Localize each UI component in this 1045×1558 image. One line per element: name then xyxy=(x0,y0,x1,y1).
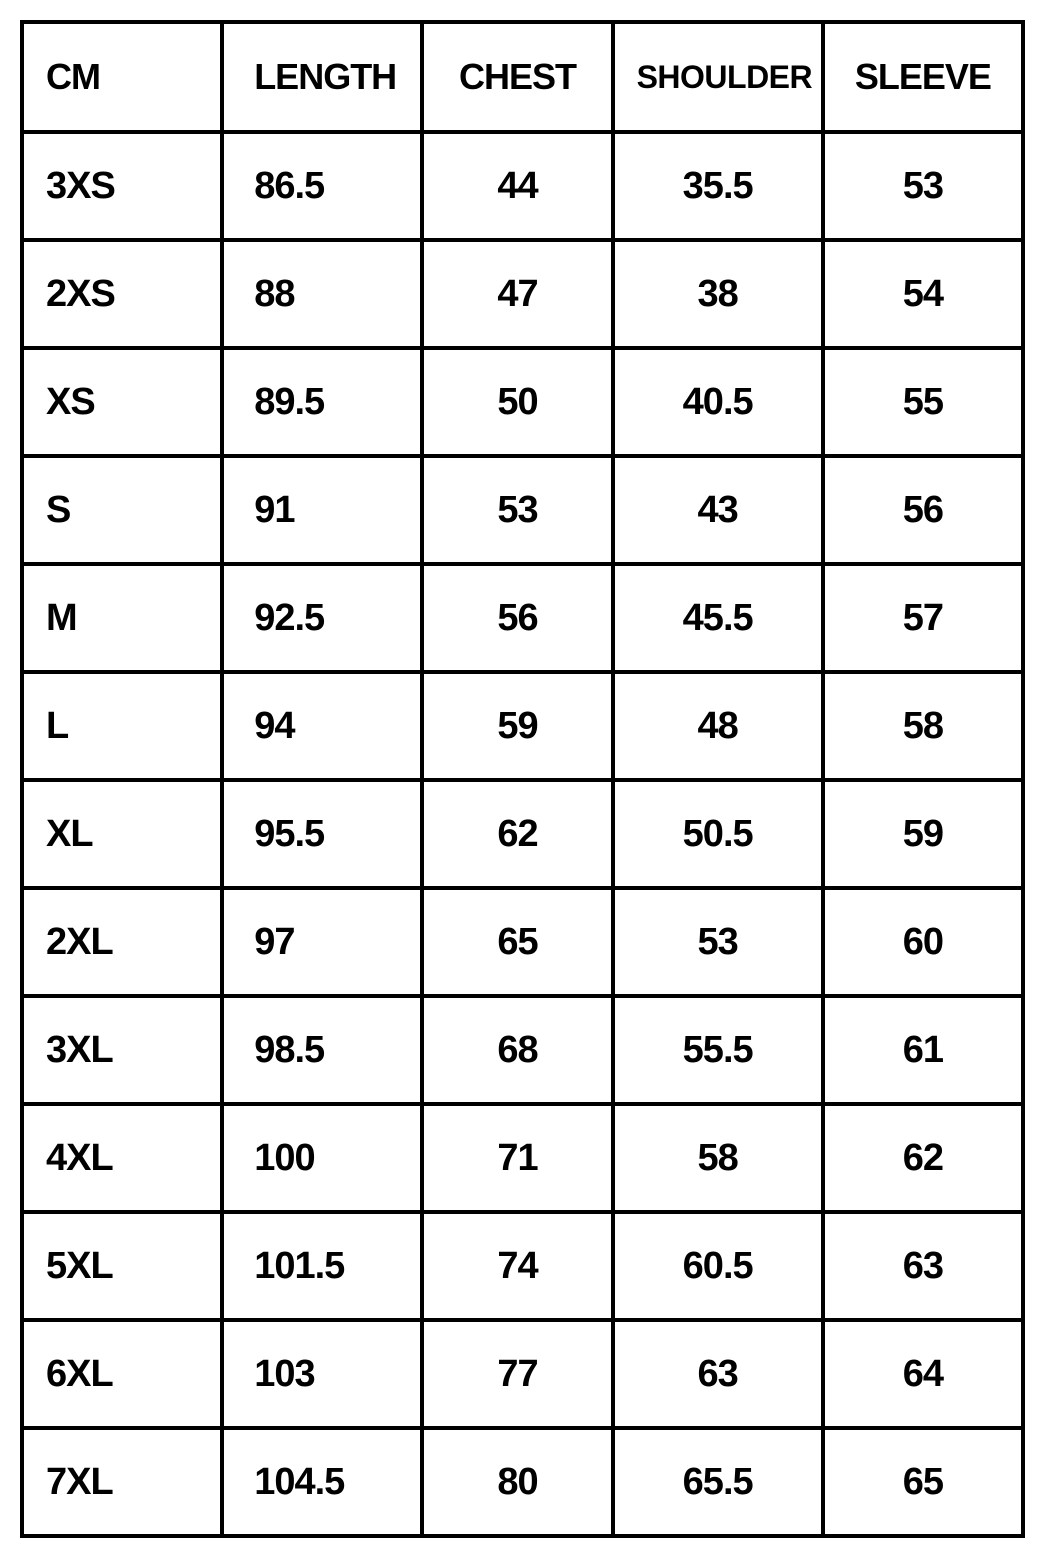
shoulder-cell: 60.5 xyxy=(613,1212,823,1320)
sleeve-cell: 65 xyxy=(823,1428,1023,1536)
shoulder-cell: 65.5 xyxy=(613,1428,823,1536)
length-cell: 98.5 xyxy=(222,996,422,1104)
sleeve-cell: 54 xyxy=(823,240,1023,348)
length-cell: 104.5 xyxy=(222,1428,422,1536)
chest-cell: 47 xyxy=(422,240,612,348)
size-cell: 2XL xyxy=(22,888,222,996)
length-cell: 95.5 xyxy=(222,780,422,888)
size-cell: M xyxy=(22,564,222,672)
chest-cell: 56 xyxy=(422,564,612,672)
chest-cell: 71 xyxy=(422,1104,612,1212)
shoulder-cell: 55.5 xyxy=(613,996,823,1104)
table-row: M 92.5 56 45.5 57 xyxy=(22,564,1023,672)
table-header-row: CM LENGTH CHEST SHOULDER SLEEVE xyxy=(22,22,1023,132)
size-cell: 3XL xyxy=(22,996,222,1104)
sleeve-cell: 57 xyxy=(823,564,1023,672)
sleeve-cell: 53 xyxy=(823,132,1023,240)
table-row: S 91 53 43 56 xyxy=(22,456,1023,564)
size-cell: 5XL xyxy=(22,1212,222,1320)
length-cell: 103 xyxy=(222,1320,422,1428)
table-row: 5XL 101.5 74 60.5 63 xyxy=(22,1212,1023,1320)
sleeve-cell: 63 xyxy=(823,1212,1023,1320)
column-header-sleeve: SLEEVE xyxy=(823,22,1023,132)
chest-cell: 44 xyxy=(422,132,612,240)
shoulder-cell: 63 xyxy=(613,1320,823,1428)
chest-cell: 80 xyxy=(422,1428,612,1536)
table-row: 7XL 104.5 80 65.5 65 xyxy=(22,1428,1023,1536)
size-cell: XS xyxy=(22,348,222,456)
table-row: 3XS 86.5 44 35.5 53 xyxy=(22,132,1023,240)
sleeve-cell: 60 xyxy=(823,888,1023,996)
sleeve-cell: 61 xyxy=(823,996,1023,1104)
table-row: 2XS 88 47 38 54 xyxy=(22,240,1023,348)
size-cell: XL xyxy=(22,780,222,888)
column-header-chest: CHEST xyxy=(422,22,612,132)
length-cell: 88 xyxy=(222,240,422,348)
column-header-shoulder: SHOULDER xyxy=(613,22,823,132)
column-header-length: LENGTH xyxy=(222,22,422,132)
shoulder-cell: 48 xyxy=(613,672,823,780)
sleeve-cell: 56 xyxy=(823,456,1023,564)
size-cell: 2XS xyxy=(22,240,222,348)
shoulder-cell: 35.5 xyxy=(613,132,823,240)
table-row: 3XL 98.5 68 55.5 61 xyxy=(22,996,1023,1104)
chest-cell: 68 xyxy=(422,996,612,1104)
length-cell: 86.5 xyxy=(222,132,422,240)
chest-cell: 59 xyxy=(422,672,612,780)
shoulder-cell: 50.5 xyxy=(613,780,823,888)
length-cell: 92.5 xyxy=(222,564,422,672)
shoulder-cell: 40.5 xyxy=(613,348,823,456)
size-cell: S xyxy=(22,456,222,564)
table-row: L 94 59 48 58 xyxy=(22,672,1023,780)
shoulder-cell: 43 xyxy=(613,456,823,564)
table-row: 2XL 97 65 53 60 xyxy=(22,888,1023,996)
size-cell: L xyxy=(22,672,222,780)
chest-cell: 50 xyxy=(422,348,612,456)
chest-cell: 62 xyxy=(422,780,612,888)
size-cell: 7XL xyxy=(22,1428,222,1536)
table-row: XL 95.5 62 50.5 59 xyxy=(22,780,1023,888)
table-row: 4XL 100 71 58 62 xyxy=(22,1104,1023,1212)
shoulder-cell: 45.5 xyxy=(613,564,823,672)
length-cell: 101.5 xyxy=(222,1212,422,1320)
table-row: XS 89.5 50 40.5 55 xyxy=(22,348,1023,456)
length-cell: 89.5 xyxy=(222,348,422,456)
sleeve-cell: 62 xyxy=(823,1104,1023,1212)
size-chart-table: CM LENGTH CHEST SHOULDER SLEEVE 3XS 86.5… xyxy=(20,20,1025,1538)
length-cell: 97 xyxy=(222,888,422,996)
table-row: 6XL 103 77 63 64 xyxy=(22,1320,1023,1428)
table-body: 3XS 86.5 44 35.5 53 2XS 88 47 38 54 XS 8… xyxy=(22,132,1023,1536)
sleeve-cell: 59 xyxy=(823,780,1023,888)
chest-cell: 74 xyxy=(422,1212,612,1320)
chest-cell: 53 xyxy=(422,456,612,564)
chest-cell: 77 xyxy=(422,1320,612,1428)
table-header: CM LENGTH CHEST SHOULDER SLEEVE xyxy=(22,22,1023,132)
sleeve-cell: 58 xyxy=(823,672,1023,780)
length-cell: 91 xyxy=(222,456,422,564)
shoulder-cell: 58 xyxy=(613,1104,823,1212)
chest-cell: 65 xyxy=(422,888,612,996)
shoulder-cell: 53 xyxy=(613,888,823,996)
column-header-cm: CM xyxy=(22,22,222,132)
size-cell: 4XL xyxy=(22,1104,222,1212)
sleeve-cell: 55 xyxy=(823,348,1023,456)
length-cell: 100 xyxy=(222,1104,422,1212)
shoulder-cell: 38 xyxy=(613,240,823,348)
sleeve-cell: 64 xyxy=(823,1320,1023,1428)
length-cell: 94 xyxy=(222,672,422,780)
size-cell: 3XS xyxy=(22,132,222,240)
size-cell: 6XL xyxy=(22,1320,222,1428)
